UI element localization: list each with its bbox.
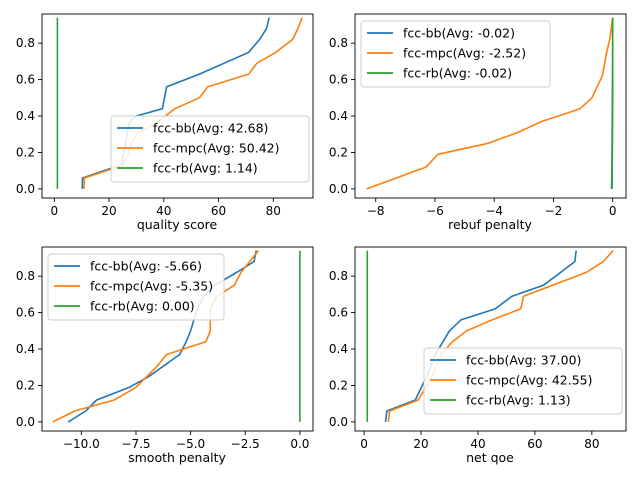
x-tick-label: 40 xyxy=(470,437,485,451)
x-tick-label: 20 xyxy=(101,204,116,218)
plot-area-smooth-penalty: −10.0 −7.5 −5.0 −2.5 0.0 0.0 0.2 0.4 0.6 0.8 fcc-b… xyxy=(16,246,314,451)
x-tick-label: 60 xyxy=(527,437,542,451)
x-axis-label-quality-score: quality score xyxy=(137,217,218,232)
y-tick-label: 0.8 xyxy=(16,269,35,283)
y-tick-label: 0.0 xyxy=(329,182,348,196)
y-tick-label: 0.4 xyxy=(16,342,35,356)
x-tick-label: −4 xyxy=(485,204,503,218)
series-line-3 xyxy=(611,17,614,189)
panel-net-qoe: 0 20 40 60 80 0.0 0.2 0.4 0.6 0.8 fcc-bb(Avg: 37.0… xyxy=(329,246,627,465)
x-axis-label-rebuf-penalty: rebuf penalty xyxy=(448,217,532,232)
legend-box xyxy=(360,20,551,88)
y-tick-label: 0.2 xyxy=(329,378,348,392)
axes-frame xyxy=(354,13,627,199)
panel-smooth-penalty: −10.0 −7.5 −5.0 −2.5 0.0 0.0 0.2 0.4 0.6 0.8 fcc-b… xyxy=(16,246,314,465)
legend-label: fcc-bb(Avg: -0.02) xyxy=(403,26,515,41)
x-tick-label: −8 xyxy=(367,204,385,218)
x-tick-label: 0 xyxy=(50,204,58,218)
y-tick-label: 0.0 xyxy=(16,415,35,429)
y-tick-label: 0.4 xyxy=(329,342,348,356)
y-tick-label: 0.2 xyxy=(329,145,348,159)
y-tick-label: 0.4 xyxy=(329,109,348,123)
legend-label: fcc-bb(Avg: 42.68) xyxy=(153,121,268,136)
legend-label: fcc-rb(Avg: 1.13) xyxy=(466,393,571,408)
legend-box xyxy=(110,115,310,183)
x-tick-label: −7.5 xyxy=(121,437,150,451)
legend-box xyxy=(47,253,225,321)
y-tick-label: 0.8 xyxy=(16,36,35,50)
x-tick-label: 80 xyxy=(266,204,281,218)
y-tick-label: 0.0 xyxy=(329,415,348,429)
panel-quality-score: 0 20 40 60 80 0.0 0.2 0.4 0.6 0.8 fcc-bb(Avg: 42.6… xyxy=(16,13,314,232)
y-tick-label: 0.6 xyxy=(16,73,35,87)
y-tick-label: 0.8 xyxy=(329,36,348,50)
legend-label: fcc-rb(Avg: 0.00) xyxy=(90,299,195,314)
x-tick-label: −2.5 xyxy=(231,437,260,451)
series-line-2 xyxy=(366,17,614,190)
y-tick-label: 0.0 xyxy=(16,182,35,196)
x-tick-label: 20 xyxy=(413,437,428,451)
series-line-1 xyxy=(67,250,257,423)
x-tick-label: 80 xyxy=(584,437,599,451)
legend-label: fcc-mpc(Avg: -2.52) xyxy=(403,46,526,61)
x-axis-label-net-qoe: net qoe xyxy=(466,450,514,465)
series-line-2 xyxy=(387,250,614,423)
legend-label: fcc-bb(Avg: -5.66) xyxy=(90,259,202,274)
legend-label: fcc-rb(Avg: 1.14) xyxy=(153,161,258,176)
axes-frame xyxy=(41,246,314,432)
y-tick-label: 0.6 xyxy=(329,306,348,320)
legend: fcc-bb(Avg: 42.68) fcc-mpc(Avg: 50.42) fcc… xyxy=(110,115,310,183)
legend-label: fcc-mpc(Avg: 50.42) xyxy=(153,141,280,156)
axes-frame xyxy=(354,246,627,432)
x-tick-label: 0.0 xyxy=(290,437,309,451)
y-tick-label: 0.4 xyxy=(16,109,35,123)
legend: fcc-bb(Avg: 37.00) fcc-mpc(Avg: 42.55) fcc… xyxy=(423,347,623,415)
legend: fcc-bb(Avg: -5.66) fcc-mpc(Avg: -5.35) fcc… xyxy=(47,253,225,321)
panel-rebuf-penalty: −8 −6 −4 −2 0 0.0 0.2 0.4 0.6 0.8 fcc-bb(Avg: -0.0… xyxy=(329,13,627,232)
x-tick-label: −5.0 xyxy=(176,437,205,451)
x-axis-label-smooth-penalty: smooth penalty xyxy=(128,450,226,465)
plot-area-net-qoe: 0 20 40 60 80 0.0 0.2 0.4 0.6 0.8 fcc-bb(Avg: 37.0… xyxy=(329,246,627,451)
y-tick-label: 0.8 xyxy=(329,269,348,283)
series-line-2 xyxy=(52,250,260,423)
y-tick-label: 0.6 xyxy=(329,73,348,87)
legend-label: fcc-rb(Avg: -0.02) xyxy=(403,66,512,81)
legend-label: fcc-mpc(Avg: -5.35) xyxy=(90,279,213,294)
x-tick-label: 60 xyxy=(211,204,226,218)
y-tick-label: 0.2 xyxy=(16,145,35,159)
y-tick-label: 0.2 xyxy=(16,378,35,392)
axes-frame xyxy=(41,13,314,199)
legend: fcc-bb(Avg: -0.02) fcc-mpc(Avg: -2.52) fcc… xyxy=(360,20,551,88)
x-tick-label: −6 xyxy=(426,204,444,218)
y-tick-label: 0.6 xyxy=(16,306,35,320)
plot-area-quality-score: 0 20 40 60 80 0.0 0.2 0.4 0.6 0.8 fcc-bb(Avg: 42.6… xyxy=(16,13,314,218)
legend-box xyxy=(423,347,623,415)
x-tick-label: 0 xyxy=(360,437,368,451)
plot-area-rebuf-penalty: −8 −6 −4 −2 0 0.0 0.2 0.4 0.6 0.8 fcc-bb(Avg: -0.0… xyxy=(329,13,627,218)
series-line-1 xyxy=(384,250,577,423)
x-tick-label: −10.0 xyxy=(63,437,100,451)
x-tick-label: 40 xyxy=(156,204,171,218)
x-tick-label: −2 xyxy=(545,204,563,218)
legend-label: fcc-bb(Avg: 37.00) xyxy=(466,353,581,368)
x-tick-label: 0 xyxy=(609,204,617,218)
legend-label: fcc-mpc(Avg: 42.55) xyxy=(466,373,593,388)
